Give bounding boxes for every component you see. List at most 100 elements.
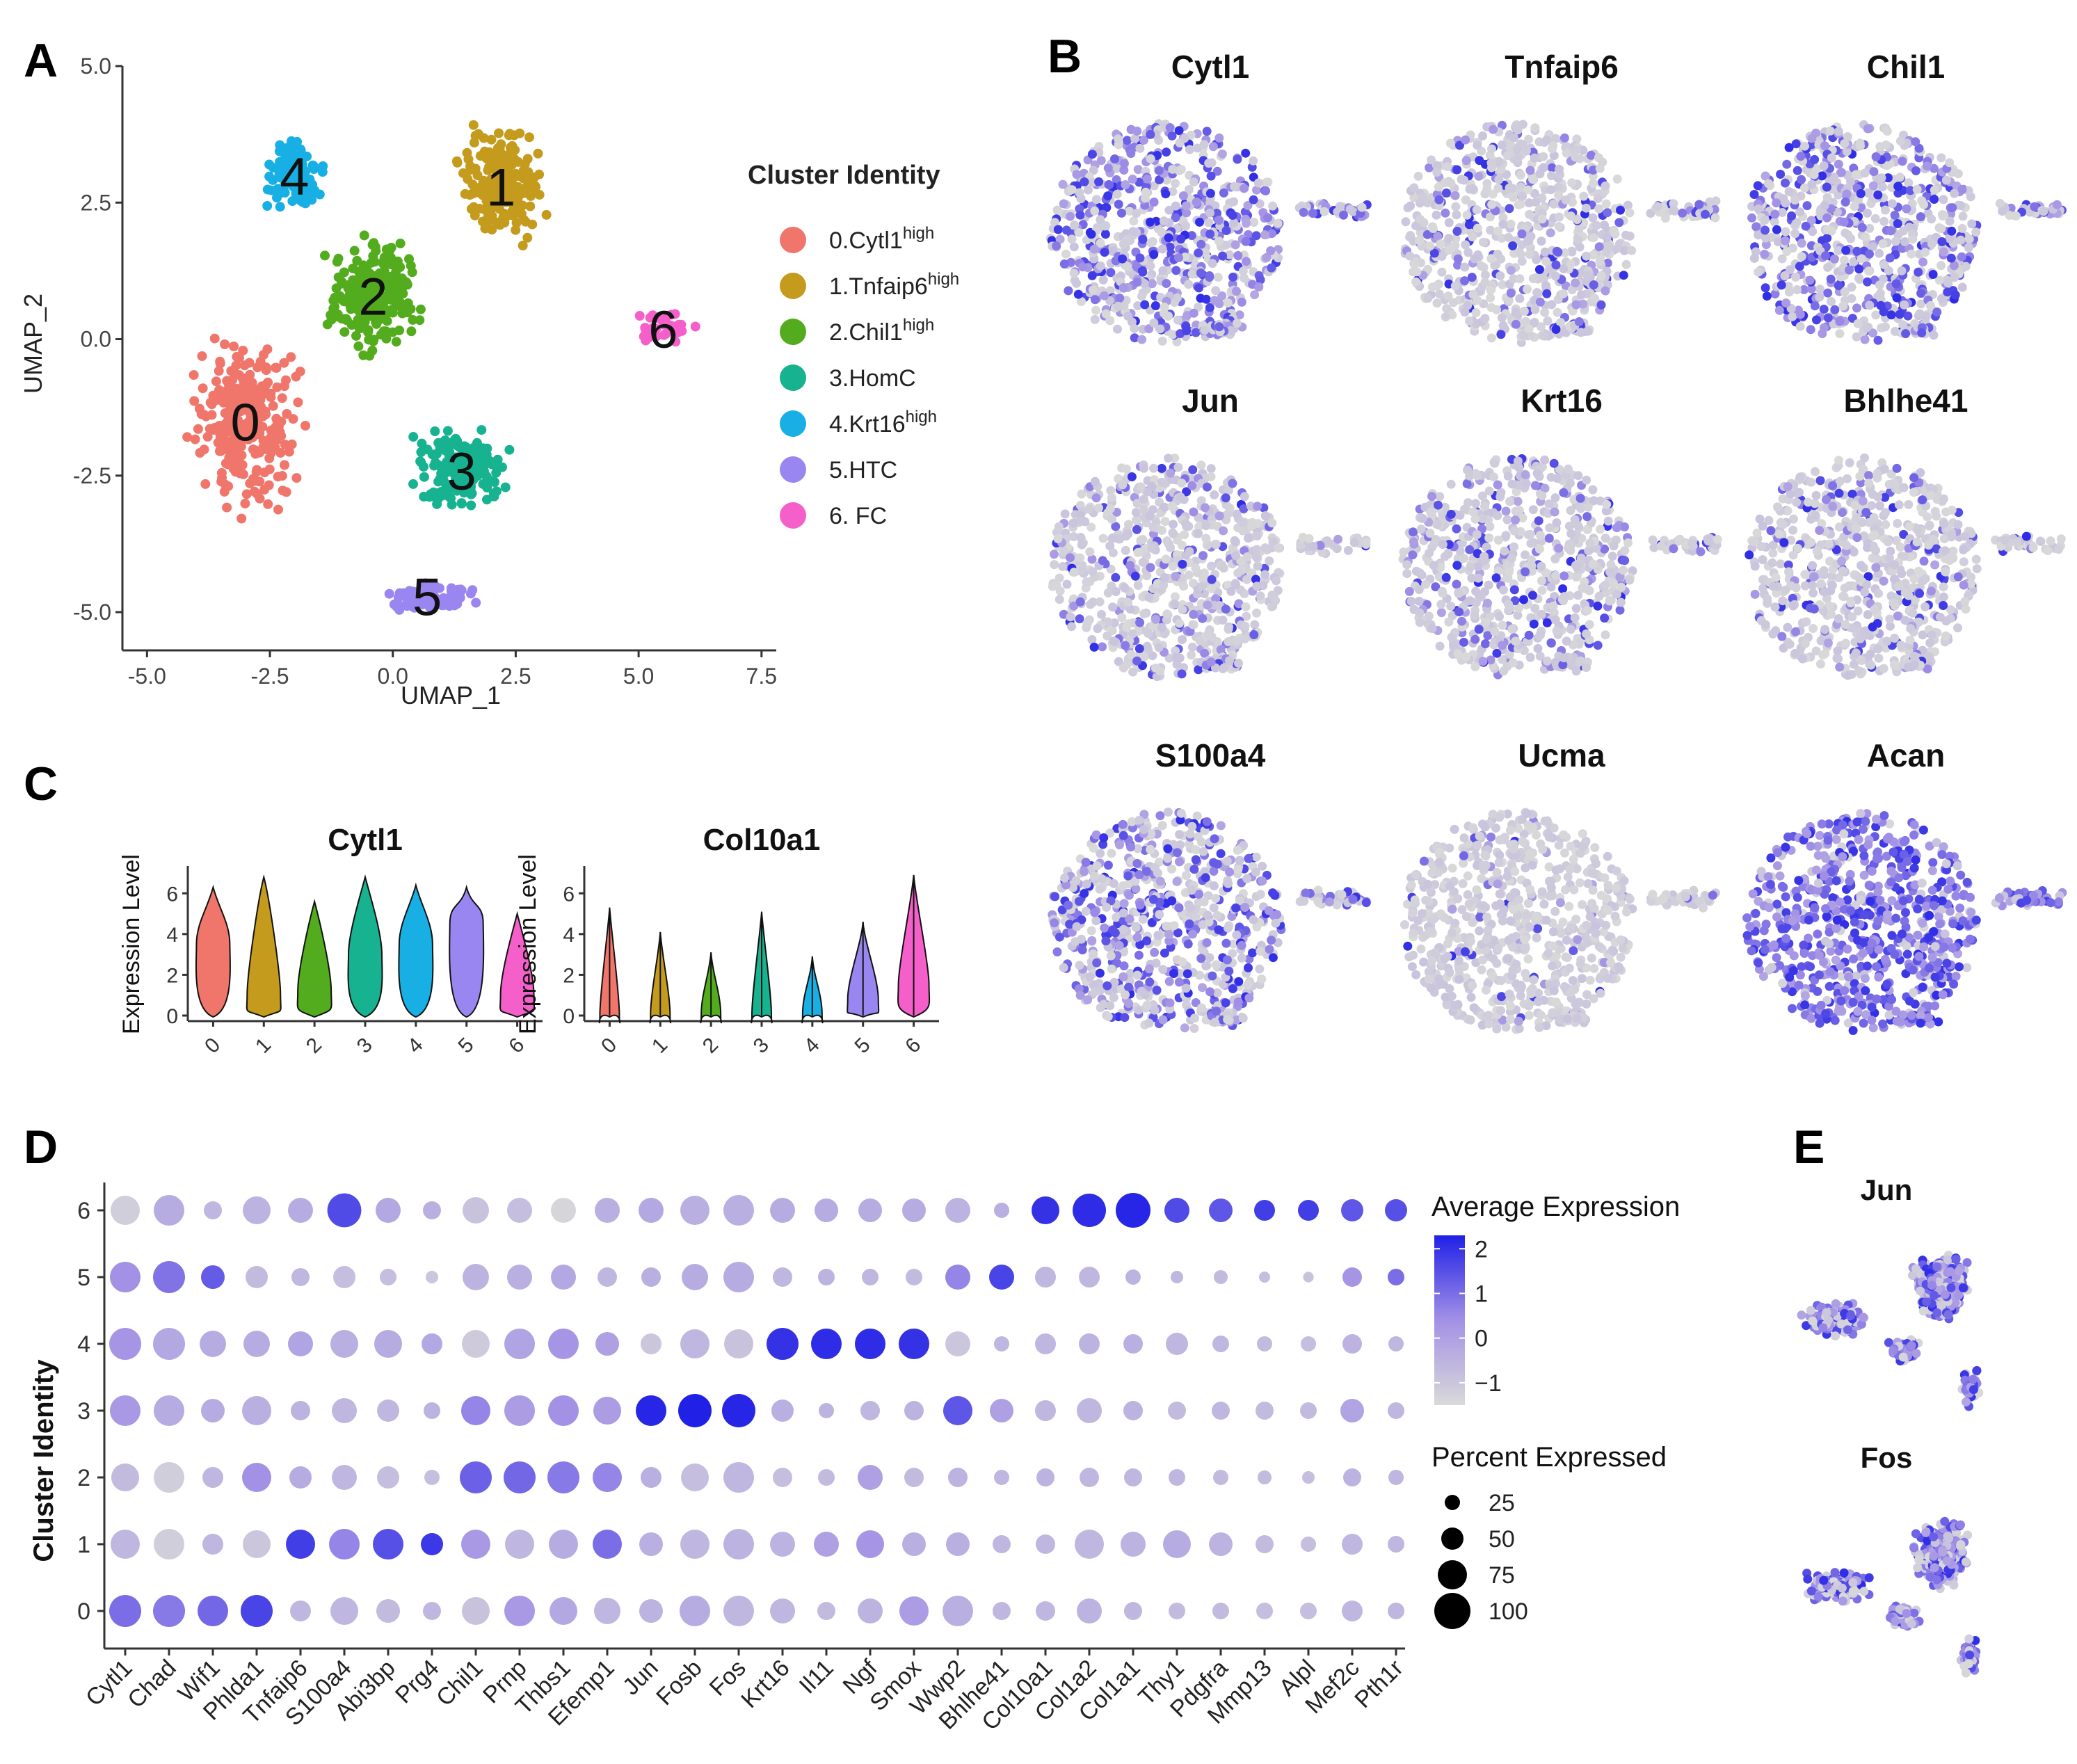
umap-point [412, 588, 423, 598]
cell-point [1823, 288, 1833, 298]
cell-point [1998, 207, 2007, 216]
cell-point [1123, 262, 1132, 271]
cell-point [1480, 314, 1490, 323]
cell-point [1178, 605, 1187, 614]
cell-point [1089, 642, 1099, 652]
umap-point [245, 383, 255, 393]
cell-point [1957, 282, 1967, 292]
cell-point [1852, 332, 1861, 342]
cell-point [1176, 492, 1185, 502]
umap-plot-background [122, 66, 776, 650]
cell-point [1829, 254, 1839, 264]
cell-point [1565, 479, 1575, 488]
umap-point [509, 183, 520, 193]
cell-point [1450, 281, 1460, 291]
cell-point [1701, 209, 1710, 219]
cell-point [1268, 602, 1278, 611]
cell-point [1175, 618, 1185, 628]
cell-point [1509, 526, 1519, 536]
cell-point [1077, 566, 1086, 575]
cell-point [1445, 246, 1454, 255]
cell-point [1113, 324, 1122, 334]
cell-point [1553, 247, 1563, 257]
umap-point [262, 184, 273, 195]
cell-point [1230, 536, 1240, 545]
umap-points [182, 120, 700, 615]
cell-point [1118, 254, 1128, 264]
cell-point [1108, 548, 1118, 558]
cell-point [1427, 624, 1437, 633]
cell-point [1130, 323, 1139, 333]
cell-point [1893, 219, 1902, 228]
cell-point [1208, 259, 1217, 268]
cell-point [1093, 624, 1102, 634]
cell-point [1332, 544, 1342, 554]
cell-point [1134, 644, 1144, 653]
umap-point [530, 181, 540, 191]
cell-point [1267, 591, 1277, 600]
cell-point [1863, 124, 1872, 134]
cell-point [1496, 488, 1506, 497]
cell-point [1133, 547, 1143, 557]
cell-point [1343, 545, 1353, 555]
cell-point [1147, 543, 1157, 553]
cell-point [1882, 127, 1892, 136]
cell-point [1838, 301, 1848, 311]
cell-point [1206, 657, 1216, 667]
cell-point [1827, 297, 1836, 306]
cell-point [1749, 253, 1759, 263]
cell-point [1506, 266, 1516, 275]
cell-point [1851, 170, 1861, 179]
umap-point [239, 432, 250, 442]
umap-point [440, 467, 449, 478]
cell-point [1181, 201, 1191, 211]
cell-point [1995, 199, 2005, 208]
umap-point [524, 132, 534, 143]
cell-point [1873, 190, 1883, 200]
umap-point [245, 478, 255, 488]
umap-point [275, 188, 286, 198]
umap-point [280, 460, 289, 470]
umap-point [284, 447, 294, 457]
cell-point [1059, 199, 1068, 209]
cell-point [1540, 247, 1550, 257]
umap-point [504, 129, 515, 139]
cell-point [1426, 508, 1436, 518]
cell-point [1787, 211, 1797, 220]
umap-x-label: UMAP_1 [401, 681, 501, 709]
cell-point [1470, 611, 1479, 620]
cell-point [1781, 298, 1791, 308]
cell-point [1139, 495, 1148, 504]
umap-point [227, 446, 238, 456]
cell-point [1950, 189, 1959, 198]
cell-point [1140, 300, 1150, 310]
cell-point [1168, 528, 1178, 538]
cell-point [1511, 319, 1521, 329]
umap-point [508, 173, 518, 183]
cell-point [1218, 615, 1228, 625]
cell-point [1902, 204, 1911, 214]
cell-point [1242, 575, 1251, 584]
cell-point [1921, 312, 1931, 321]
cell-point [1157, 244, 1167, 254]
cell-point [1443, 162, 1452, 172]
umap-point [280, 440, 290, 450]
cell-point [1574, 317, 1584, 326]
cell-point [1118, 239, 1128, 249]
cell-point [1249, 195, 1258, 205]
cell-point [1914, 267, 1923, 277]
cell-point [1504, 232, 1514, 242]
cell-point [1157, 336, 1167, 346]
umap-point [502, 182, 513, 193]
cell-point [1493, 480, 1502, 490]
umap-point [252, 385, 263, 395]
umap-point [287, 196, 298, 207]
umap-point [440, 488, 451, 499]
cell-point [1437, 267, 1447, 277]
cell-point [1539, 163, 1548, 173]
umap-point [285, 158, 296, 168]
umap-point [480, 223, 490, 234]
umap-point [518, 173, 529, 183]
cell-point [1138, 558, 1148, 567]
cell-point [1473, 141, 1482, 150]
